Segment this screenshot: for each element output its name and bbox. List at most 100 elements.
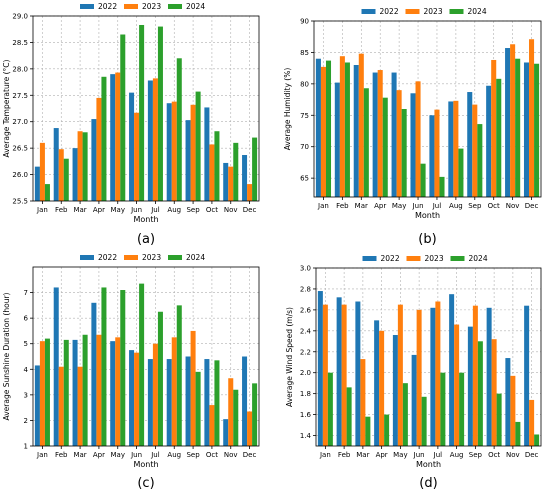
bar-2023-feb xyxy=(58,149,64,201)
bar-2023-aug xyxy=(453,100,459,197)
bar-2022-sep xyxy=(185,120,191,201)
y-tick-label: 26.0 xyxy=(12,171,28,179)
y-tick-label: 1 xyxy=(24,443,28,451)
bar-2024-aug xyxy=(176,305,182,446)
bar-2022-nov xyxy=(505,48,511,198)
bar-2024-jun xyxy=(139,24,145,201)
x-tick-label: Aug xyxy=(449,202,463,210)
legend-label-2024: 2024 xyxy=(186,253,205,262)
bar-2023-feb xyxy=(58,366,64,446)
x-tick-label: Feb xyxy=(338,451,351,459)
bar-2023-oct xyxy=(491,339,497,446)
bar-2022-jan xyxy=(317,291,323,446)
legend-swatch-2022 xyxy=(80,255,94,260)
legend-label-2024: 2024 xyxy=(186,2,205,11)
bar-2023-jun xyxy=(134,112,140,201)
x-tick-label: Jan xyxy=(36,206,48,214)
bar-2024-feb xyxy=(63,339,69,446)
y-tick-label: 90 xyxy=(300,18,309,26)
x-tick-label: Sep xyxy=(186,451,200,459)
x-tick-label: Feb xyxy=(55,451,68,459)
bar-2023-jul xyxy=(152,343,158,446)
legend: 2022 2023 2024 xyxy=(80,253,205,262)
y-tick-label: 25.5 xyxy=(12,198,28,206)
legend-swatch-2023 xyxy=(406,256,421,261)
x-tick-label: Apr xyxy=(374,202,386,210)
bar-2022-feb xyxy=(334,82,340,197)
y-tick-label: 28.5 xyxy=(12,39,28,47)
y-tick-label: 7 xyxy=(24,289,28,297)
bar-2023-jan xyxy=(322,304,328,446)
bar-2022-jan xyxy=(34,365,40,446)
legend: 2022 2023 2024 xyxy=(80,2,205,11)
bar-2022-mar xyxy=(353,65,359,197)
bar-2022-jun xyxy=(410,93,416,197)
legend-label-2023: 2023 xyxy=(142,2,161,11)
bar-2022-may xyxy=(391,72,397,197)
x-tick-label: Mar xyxy=(73,206,86,214)
bar-2023-jul xyxy=(435,301,441,446)
x-tick-label: Jun xyxy=(412,202,424,210)
bar-2024-jan xyxy=(44,184,50,201)
bar-2023-nov xyxy=(510,44,516,197)
bar-2024-mar xyxy=(363,88,369,197)
x-tick-label: Jun xyxy=(130,451,142,459)
legend-label-2024: 2024 xyxy=(468,7,487,16)
bar-2022-nov xyxy=(223,419,229,446)
legend: 2022 2023 2024 xyxy=(362,254,488,263)
x-tick-label: Sep xyxy=(186,206,200,214)
bar-2022-may xyxy=(110,74,116,201)
bar-2024-apr xyxy=(101,76,107,201)
x-tick-label: Jan xyxy=(317,202,329,210)
bar-2022-mar xyxy=(72,339,78,446)
bar-2023-mar xyxy=(77,366,83,446)
y-axis-label: Average Temperature (°C) xyxy=(2,59,11,157)
bar-2022-nov xyxy=(505,358,511,446)
bar-2024-may xyxy=(401,109,407,197)
bar-2022-apr xyxy=(372,72,378,197)
bar-2023-jun xyxy=(416,309,422,446)
bar-2024-nov xyxy=(515,58,521,197)
x-tick-label: May xyxy=(392,202,406,210)
bar-2022-aug xyxy=(166,103,172,201)
bar-2024-sep xyxy=(195,371,201,446)
x-tick-label: Apr xyxy=(376,451,388,459)
y-tick-label: 3 xyxy=(24,391,28,399)
bar-2023-dec xyxy=(247,411,253,446)
bar-2024-aug xyxy=(176,58,182,202)
x-tick-label: Sep xyxy=(468,202,482,210)
bar-2023-apr xyxy=(96,97,102,201)
panel-3: 1 2 3 4 5 6 7 Jan Feb Mar Apr May Jun Jul Aug Sep Oct Nov… xyxy=(2,253,260,491)
bar-2024-jun xyxy=(139,283,145,446)
plot-frame xyxy=(32,15,260,202)
bar-2022-jan xyxy=(315,58,321,197)
y-tick-label: 75 xyxy=(300,112,309,120)
bar-2023-jun xyxy=(415,81,421,197)
x-tick-label: Dec xyxy=(243,206,257,214)
panel-caption: (c) xyxy=(137,476,154,491)
y-tick-label: 5 xyxy=(24,340,28,348)
bar-2024-nov xyxy=(233,389,239,446)
bar-2023-mar xyxy=(77,131,83,201)
bar-2022-oct xyxy=(204,359,210,446)
x-tick-label: Jul xyxy=(150,206,160,214)
x-tick-label: Nov xyxy=(506,451,520,459)
legend-label-2022: 2022 xyxy=(381,254,400,263)
bar-2024-aug xyxy=(459,372,465,446)
legend-label-2023: 2023 xyxy=(142,253,161,262)
bar-2024-feb xyxy=(344,62,350,197)
y-axis-label: Average Sunshine Duration (hour) xyxy=(2,292,11,420)
bar-2024-may xyxy=(402,383,408,446)
x-tick-label: Dec xyxy=(243,451,257,459)
bar-2022-feb xyxy=(53,287,59,446)
x-tick-label: Nov xyxy=(506,202,520,210)
legend-swatch-2022 xyxy=(361,9,376,14)
x-axis-label: Month xyxy=(133,460,158,469)
legend-swatch-2022 xyxy=(80,4,94,9)
bar-2022-nov xyxy=(223,162,229,201)
panel-2: 65 70 75 80 85 90 Jan Feb Mar Apr May Jun Jul Aug Sep O… xyxy=(283,7,542,247)
x-tick-label: May xyxy=(393,451,407,459)
bar-2023-oct xyxy=(209,405,215,446)
